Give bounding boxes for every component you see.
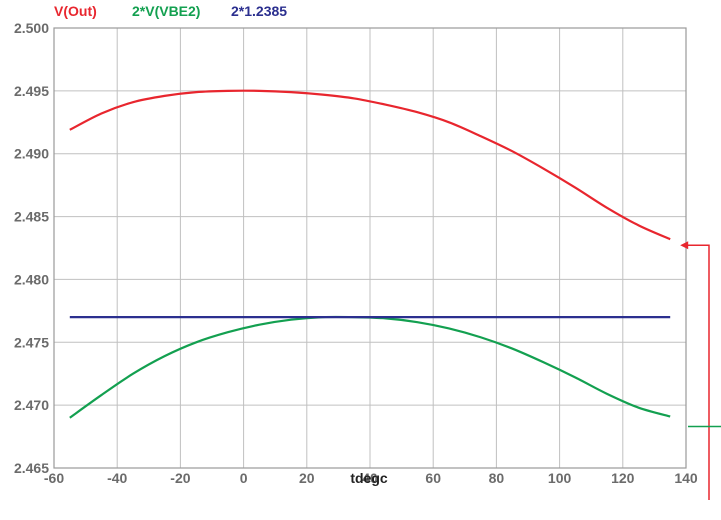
grid — [53, 27, 687, 469]
y-tick-label: 2.475 — [14, 334, 49, 350]
x-tick-label: 60 — [425, 470, 441, 486]
x-tick-label: 120 — [611, 470, 635, 486]
x-tick-label: 140 — [674, 470, 698, 486]
x-tick-label: 0 — [240, 470, 248, 486]
y-tick-label: 2.480 — [14, 271, 49, 287]
arrowhead-vout — [680, 241, 689, 250]
annotation-arrow-vout — [684, 244, 710, 500]
x-tick-label: -20 — [170, 470, 190, 486]
y-tick-label: 2.465 — [14, 460, 49, 476]
legend: V(Out) 2*V(VBE2) 2*1.2385 — [54, 3, 287, 19]
x-tick-label: -40 — [107, 470, 127, 486]
y-tick-labels: 2.465 2.470 2.475 2.480 2.485 2.490 2.495 2.500 — [14, 20, 49, 476]
y-tick-label: 2.470 — [14, 397, 49, 413]
x-tick-label: 40 — [362, 470, 378, 486]
y-tick-label: 2.500 — [14, 20, 49, 36]
legend-entry-vout: V(Out) — [54, 3, 97, 19]
series-layer — [69, 89, 671, 419]
series-line-vout — [69, 89, 671, 241]
legend-entry-vbe2: 2*V(VBE2) — [132, 3, 200, 19]
x-tick-labels: -60 -40 -20 0 20 40 60 80 100 120 140 — [44, 470, 698, 486]
x-tick-label: 20 — [299, 470, 315, 486]
annotations — [680, 241, 721, 500]
y-tick-label: 2.485 — [14, 209, 49, 225]
legend-entry-const: 2*1.2385 — [231, 3, 287, 19]
y-tick-label: 2.495 — [14, 83, 49, 99]
x-tick-label: 100 — [548, 470, 572, 486]
x-tick-label: 80 — [489, 470, 505, 486]
y-tick-label: 2.490 — [14, 146, 49, 162]
x-axis-title: tdegc — [350, 470, 388, 486]
x-tick-label: -60 — [44, 470, 64, 486]
